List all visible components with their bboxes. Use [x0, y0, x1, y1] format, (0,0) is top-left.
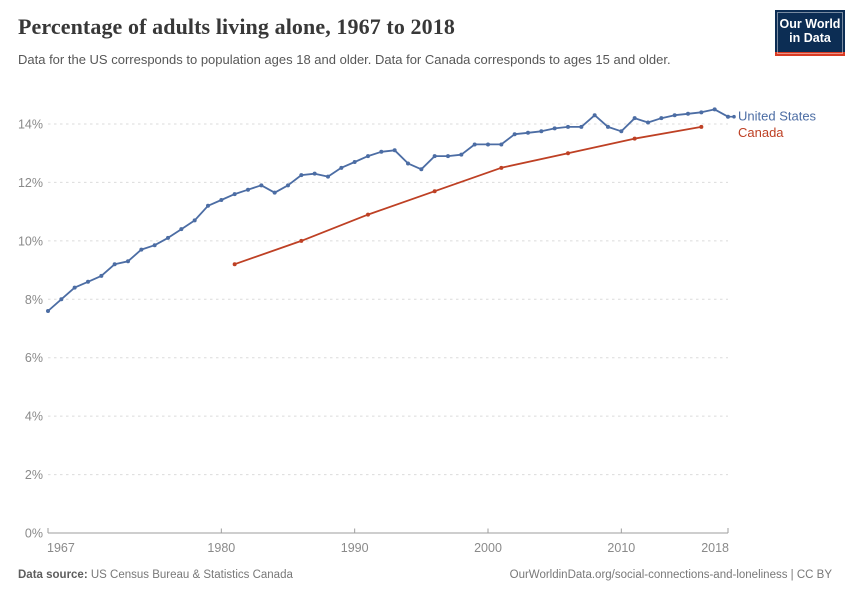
- canada-point: [499, 165, 504, 170]
- owid-logo[interactable]: Our World in Data: [775, 10, 845, 56]
- canada-point: [232, 262, 237, 267]
- svg-text:8%: 8%: [25, 293, 43, 307]
- united-states-point: [46, 308, 50, 313]
- united-states-point: [672, 113, 677, 118]
- united-states-point: [166, 235, 170, 240]
- united-states-point: [619, 129, 624, 134]
- owid-url-link[interactable]: OurWorldinData.org/social-connections-an…: [509, 569, 832, 581]
- canada-line: [233, 126, 703, 266]
- data-source: Data source: US Census Bureau & Statisti…: [18, 569, 293, 581]
- owid-logo-line2: in Data: [789, 31, 831, 46]
- united-states-point: [246, 187, 250, 192]
- chart-footer: Data source: US Census Bureau & Statisti…: [18, 569, 832, 581]
- svg-text:6%: 6%: [25, 351, 43, 365]
- canada-point: [299, 238, 304, 243]
- united-states-point: [539, 129, 544, 134]
- svg-text:10%: 10%: [18, 234, 43, 248]
- united-states-point: [59, 297, 64, 302]
- svg-text:2000: 2000: [474, 541, 502, 555]
- united-states-point: [72, 285, 77, 290]
- svg-text:4%: 4%: [25, 410, 43, 424]
- united-states-point: [499, 142, 504, 147]
- canada-point: [366, 212, 370, 217]
- legend-label-canada[interactable]: Canada: [738, 125, 784, 140]
- svg-text:2010: 2010: [607, 541, 635, 555]
- united-states-point: [152, 243, 157, 248]
- united-states-point: [459, 152, 464, 157]
- united-states-point: [339, 165, 344, 170]
- canada-point: [699, 124, 704, 129]
- united-states-point: [126, 259, 130, 264]
- united-states-point: [86, 279, 90, 284]
- data-source-text: US Census Bureau & Statistics Canada: [87, 569, 293, 581]
- united-states-point: [712, 107, 717, 112]
- united-states-point: [592, 113, 597, 118]
- data-source-label: Data source:: [18, 569, 88, 581]
- united-states-line: [47, 108, 729, 312]
- united-states-point: [646, 120, 650, 125]
- chart-subtitle: Data for the US corresponds to populatio…: [18, 52, 671, 67]
- svg-text:1967: 1967: [47, 541, 75, 555]
- united-states-point: [512, 132, 517, 137]
- united-states-point: [699, 110, 704, 115]
- united-states-point: [432, 154, 437, 159]
- united-states-point: [446, 154, 450, 159]
- united-states-point: [486, 142, 490, 147]
- canada-point: [432, 189, 437, 194]
- united-states-point: [299, 173, 304, 178]
- united-states-point: [179, 227, 184, 232]
- united-states-point: [352, 159, 357, 164]
- united-states-point: [566, 124, 570, 129]
- united-states-point: [192, 218, 197, 223]
- united-states-point: [139, 247, 144, 252]
- legend-label-united-states[interactable]: United States: [738, 109, 817, 124]
- united-states-point: [326, 174, 330, 179]
- united-states-point: [472, 142, 477, 147]
- united-states-point: [366, 154, 370, 159]
- united-states-point: [552, 126, 557, 131]
- x-axis: 1967 1980 1990 2000 2010 2018: [47, 528, 729, 555]
- united-states-point: [259, 183, 264, 188]
- united-states-point: [379, 149, 384, 154]
- owid-logo-line1: Our World: [779, 17, 841, 31]
- united-states-point: [526, 130, 530, 135]
- united-states-point: [392, 148, 397, 153]
- united-states-point: [632, 116, 637, 121]
- svg-text:14%: 14%: [18, 118, 43, 132]
- series-canada[interactable]: [232, 124, 704, 267]
- united-states-point: [286, 183, 290, 188]
- united-states-point: [659, 116, 664, 121]
- svg-text:12%: 12%: [18, 176, 43, 190]
- svg-text:1980: 1980: [207, 541, 235, 555]
- united-states-point: [206, 203, 210, 208]
- svg-text:1990: 1990: [341, 541, 369, 555]
- united-states-point: [579, 124, 584, 129]
- united-states-point: [112, 262, 117, 267]
- united-states-point: [232, 192, 237, 197]
- canada-point: [566, 151, 570, 156]
- y-axis-labels: 0% 2% 4% 6% 8% 10% 12% 14%: [18, 118, 43, 541]
- united-states-point: [99, 273, 104, 278]
- united-states-point: [686, 111, 690, 116]
- united-states-point: [219, 197, 224, 202]
- canada-point: [632, 136, 637, 141]
- y-gridlines: [48, 123, 728, 476]
- united-states-point: [272, 190, 277, 195]
- united-states-point: [419, 167, 424, 172]
- svg-text:2%: 2%: [25, 468, 43, 482]
- united-states-point: [312, 171, 317, 176]
- svg-text:0%: 0%: [25, 527, 43, 541]
- svg-text:2018: 2018: [701, 541, 729, 555]
- series-united-states[interactable]: [46, 107, 730, 313]
- united-states-point: [606, 124, 610, 129]
- united-states-point: [406, 161, 410, 166]
- page-title: Percentage of adults living alone, 1967 …: [18, 14, 455, 39]
